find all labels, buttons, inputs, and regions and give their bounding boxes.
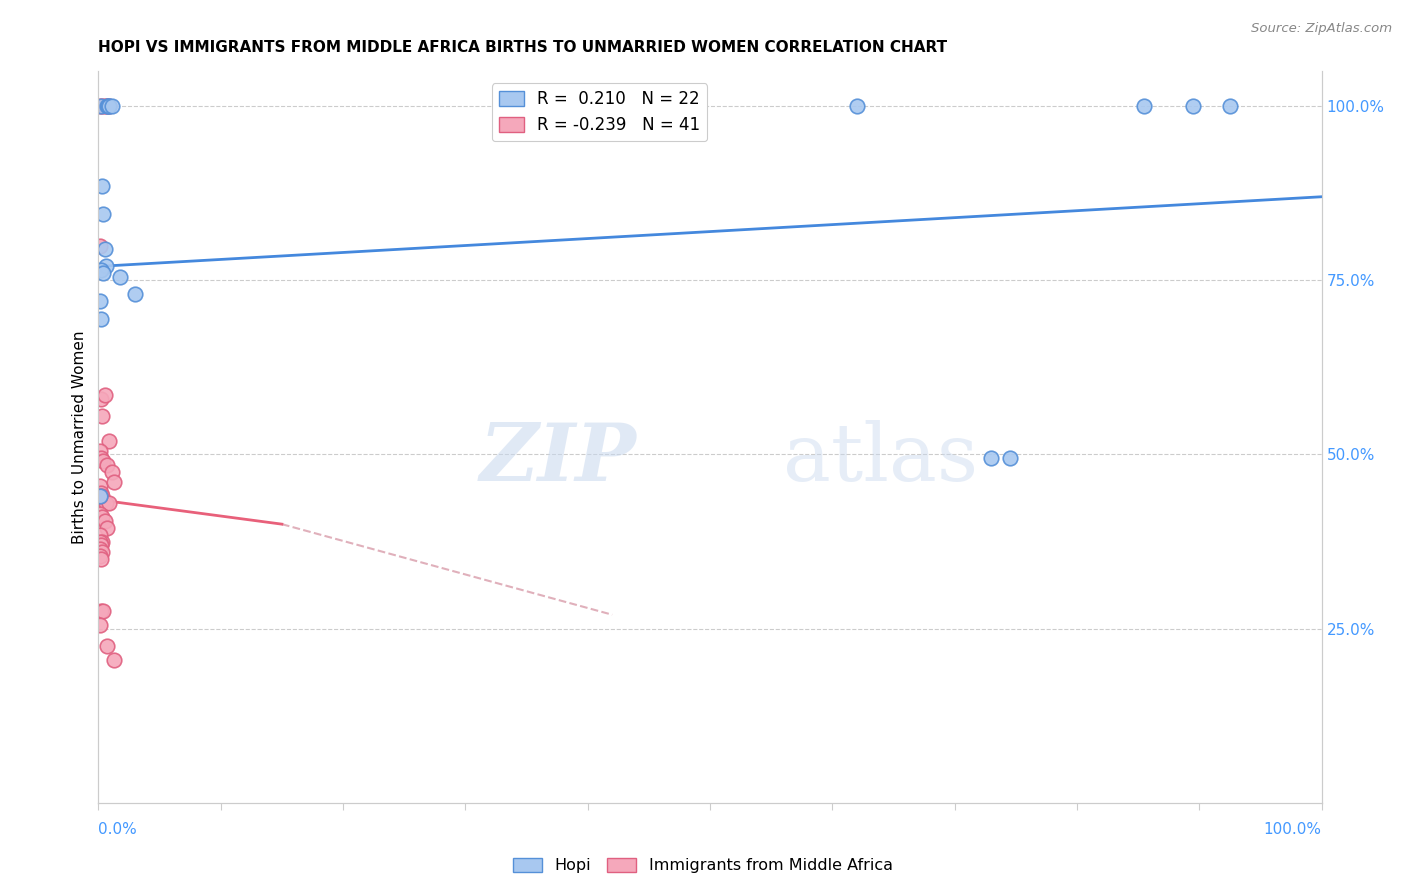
- Text: HOPI VS IMMIGRANTS FROM MIDDLE AFRICA BIRTHS TO UNMARRIED WOMEN CORRELATION CHAR: HOPI VS IMMIGRANTS FROM MIDDLE AFRICA BI…: [98, 40, 948, 55]
- Point: [89, 294, 111, 309]
- Point: [89, 238, 111, 252]
- Point: [90, 604, 112, 618]
- Point: [90, 450, 112, 465]
- Point: [89, 618, 111, 632]
- Point: [1182, 99, 1205, 113]
- Point: [89, 479, 111, 493]
- Point: [96, 99, 118, 113]
- Point: [94, 260, 117, 274]
- Point: [90, 538, 112, 552]
- Point: [98, 99, 121, 113]
- Y-axis label: Births to Unmarried Women: Births to Unmarried Women: [72, 330, 87, 544]
- Text: 100.0%: 100.0%: [1264, 822, 1322, 837]
- Point: [1133, 99, 1156, 113]
- Point: [94, 496, 117, 510]
- Point: [89, 534, 111, 549]
- Point: [90, 552, 112, 566]
- Point: [96, 99, 118, 113]
- Point: [91, 545, 114, 559]
- Point: [93, 514, 115, 528]
- Point: [91, 409, 114, 424]
- Point: [90, 311, 112, 326]
- Point: [91, 604, 114, 618]
- Point: [101, 99, 124, 113]
- Point: [89, 444, 111, 458]
- Point: [91, 207, 114, 221]
- Point: [91, 266, 114, 280]
- Point: [93, 242, 115, 256]
- Point: [845, 99, 868, 113]
- Point: [101, 465, 124, 479]
- Point: [89, 527, 111, 541]
- Point: [98, 496, 121, 510]
- Point: [91, 510, 114, 524]
- Text: 0.0%: 0.0%: [98, 822, 138, 837]
- Point: [110, 269, 132, 284]
- Point: [98, 99, 121, 113]
- Legend: Hopi, Immigrants from Middle Africa: Hopi, Immigrants from Middle Africa: [506, 851, 900, 880]
- Point: [90, 485, 112, 500]
- Point: [91, 489, 114, 503]
- Point: [980, 450, 1002, 465]
- Point: [89, 489, 111, 503]
- Point: [97, 99, 120, 113]
- Point: [93, 388, 115, 402]
- Point: [90, 392, 112, 406]
- Text: Source: ZipAtlas.com: Source: ZipAtlas.com: [1251, 22, 1392, 36]
- Point: [93, 99, 115, 113]
- Point: [89, 99, 111, 113]
- Point: [89, 541, 111, 556]
- Point: [90, 263, 112, 277]
- Point: [998, 450, 1021, 465]
- Text: ZIP: ZIP: [479, 420, 637, 498]
- Point: [89, 489, 111, 503]
- Point: [96, 521, 118, 535]
- Point: [124, 287, 146, 301]
- Point: [91, 454, 114, 468]
- Point: [1219, 99, 1241, 113]
- Point: [103, 653, 125, 667]
- Point: [96, 458, 118, 472]
- Text: atlas: atlas: [783, 420, 979, 498]
- Point: [96, 639, 118, 653]
- Point: [89, 549, 111, 563]
- Point: [91, 179, 114, 194]
- Point: [90, 99, 112, 113]
- Point: [91, 534, 114, 549]
- Point: [91, 492, 114, 507]
- Point: [91, 99, 114, 113]
- Point: [98, 434, 121, 448]
- Legend: R =  0.210   N = 22, R = -0.239   N = 41: R = 0.210 N = 22, R = -0.239 N = 41: [492, 83, 707, 141]
- Point: [103, 475, 125, 490]
- Point: [89, 507, 111, 521]
